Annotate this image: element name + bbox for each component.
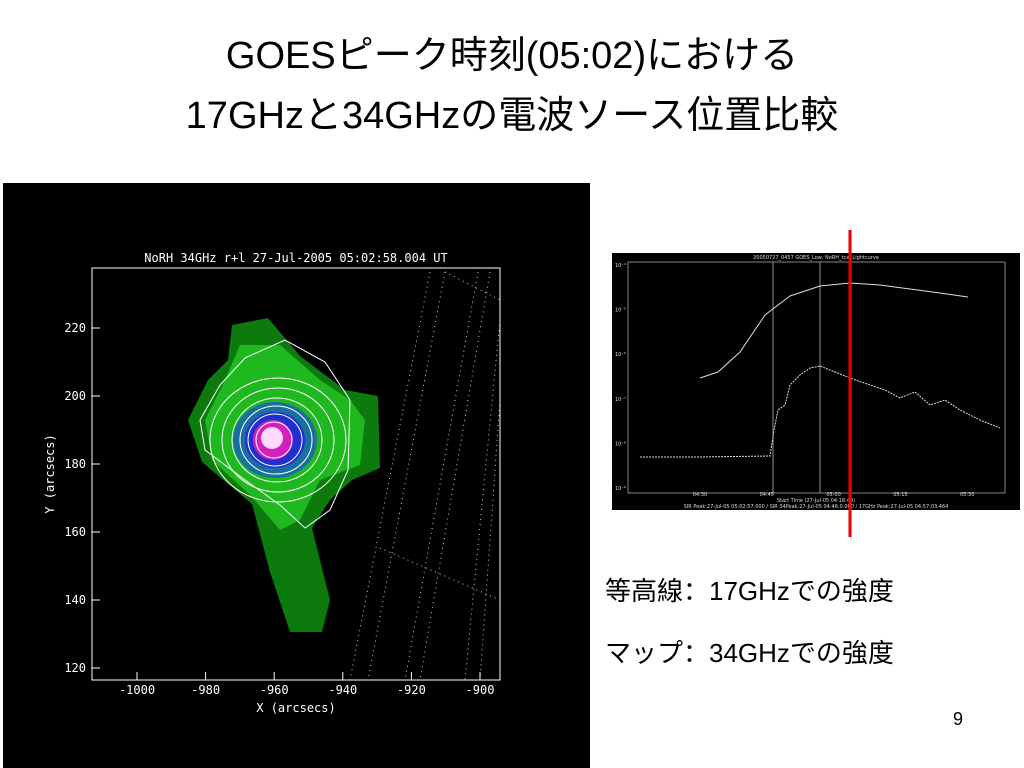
title-line: 17GHzと34GHzの電波ソース位置比較 (186, 95, 839, 137)
y-tick-label: 10⁻⁷ (615, 397, 626, 403)
lightcurve-background (612, 253, 1020, 510)
limb-grid (349, 271, 501, 681)
x-tick-label: -900 (466, 683, 495, 697)
y-tick-label: 180 (64, 457, 86, 471)
x-tick-label: 05:15 (893, 492, 907, 498)
radio-map: NoRH 34GHz r+l 27-Jul-2005 05:02:58.004 … (3, 183, 590, 768)
map-title: NoRH 34GHz r+l 27-Jul-2005 05:02:58.004 … (144, 251, 447, 265)
lightcurve-footer: SIR Peak:27-Jul-05 05:02:57.000 / SIR 34… (684, 504, 949, 510)
note: 等高線：17GHzでの強度 (605, 576, 894, 606)
x-tick-label: 05:00 (826, 492, 840, 498)
title-line: GOESピーク時刻(05:02)における (226, 35, 798, 77)
emission (261, 427, 283, 449)
lightcurve: 20050727_0457 GOES_Low, NoRH_tcx, Lightc… (612, 253, 1020, 510)
x-tick-label: -960 (260, 683, 289, 697)
x-axis-label: X (arcsecs) (256, 701, 335, 715)
y-tick-label: 120 (64, 661, 86, 675)
y-tick-label: 10⁻⁸ (615, 441, 626, 447)
y-tick-label: 140 (64, 593, 86, 607)
plot-frame (627, 261, 1006, 494)
y-tick-label: 160 (64, 525, 86, 539)
y-tick-label: 10⁻⁶ (615, 352, 626, 358)
contours (199, 339, 351, 529)
y-tick-label: 200 (64, 389, 86, 403)
x-tick-label: 04:30 (693, 492, 707, 498)
x-tick-label: 05:30 (960, 492, 974, 498)
x-tick-label: -940 (328, 683, 357, 697)
y-tick-label: 10⁻⁵ (615, 308, 626, 314)
note: マップ：34GHzでの強度 (605, 638, 894, 668)
y-tick-label: 220 (64, 321, 86, 335)
plot-frame (91, 267, 501, 681)
curve (640, 365, 1001, 458)
x-tick-label: 04:45 (760, 492, 774, 498)
x-tick-label: -920 (397, 683, 426, 697)
y-tick-label: 10⁻⁴ (615, 263, 626, 269)
x-tick-label: -980 (191, 683, 220, 697)
page-number: 9 (953, 709, 963, 729)
y-axis-label: Y (arcsecs) (43, 434, 57, 513)
x-axis-label: Start Time (27-Jul-05 04:18:40) (777, 498, 855, 504)
lightcurve-title: 20050727_0457 GOES_Low, NoRH_tcx, Lightc… (753, 255, 879, 261)
y-tick-label: 10⁻⁹ (615, 486, 626, 492)
x-tick-label: -1000 (119, 683, 155, 697)
